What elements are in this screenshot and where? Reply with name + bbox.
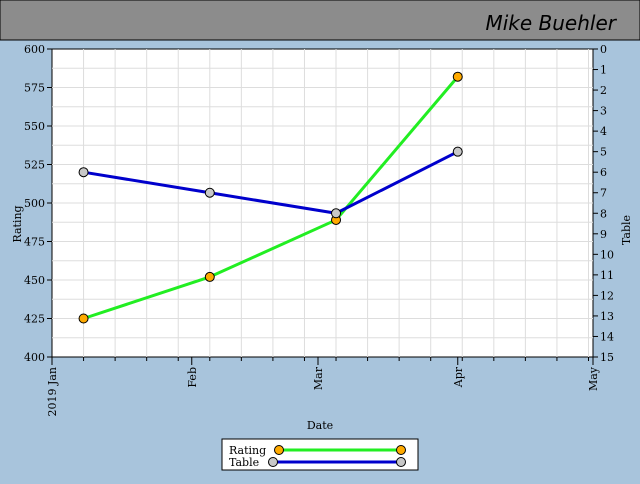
data-point-rating bbox=[452, 71, 463, 82]
legend-marker-rating bbox=[274, 445, 284, 455]
y-tick-label: 575 bbox=[24, 82, 45, 95]
data-point-table bbox=[452, 146, 463, 157]
x-tick-label: Feb bbox=[186, 367, 199, 388]
y-tick-label: 600 bbox=[24, 43, 45, 56]
x-tick-label: May bbox=[587, 366, 600, 391]
legend: Rating Table bbox=[221, 438, 419, 471]
y2-tick-label: 12 bbox=[600, 289, 614, 302]
y2-tick-label: 13 bbox=[600, 310, 614, 323]
y-tick-label: 400 bbox=[24, 351, 45, 364]
series-line-rating bbox=[83, 75, 459, 320]
data-point-table bbox=[78, 167, 89, 178]
y2-tick-label: 4 bbox=[600, 125, 607, 138]
y-tick-label: 500 bbox=[24, 197, 45, 210]
legend-marker-table bbox=[268, 457, 278, 467]
x-axis-label: Date bbox=[307, 419, 333, 432]
y-tick-label: 475 bbox=[24, 236, 45, 249]
data-point-table bbox=[204, 187, 215, 198]
y2-tick-label: 10 bbox=[600, 248, 614, 261]
y-tick-label: 550 bbox=[24, 120, 45, 133]
y2-tick-label: 8 bbox=[600, 207, 607, 220]
y2-tick-label: 14 bbox=[600, 330, 614, 343]
y-axis-label: Rating bbox=[11, 205, 24, 242]
y2-axis-label: Table bbox=[620, 215, 633, 245]
y2-tick-label: 0 bbox=[600, 43, 607, 56]
y2-tick-label: 2 bbox=[600, 84, 607, 97]
y-tick-label: 450 bbox=[24, 274, 45, 287]
legend-marker-table bbox=[396, 457, 406, 467]
y2-tick-label: 1 bbox=[600, 64, 607, 77]
x-tick-label: 2019 Jan bbox=[46, 367, 59, 417]
y2-tick-label: 9 bbox=[600, 228, 607, 241]
y2-tick-label: 7 bbox=[600, 187, 607, 200]
legend-box bbox=[221, 438, 419, 471]
x-tick-label: Mar bbox=[312, 366, 325, 390]
y2-tick-label: 6 bbox=[600, 166, 607, 179]
y2-tick-label: 15 bbox=[600, 351, 614, 364]
legend-marker-rating bbox=[396, 445, 406, 455]
legend-label-rating: Rating bbox=[229, 444, 266, 457]
data-point-table bbox=[331, 208, 342, 219]
y2-tick-label: 5 bbox=[600, 146, 607, 159]
series-line-table bbox=[83, 150, 459, 215]
series-lines bbox=[83, 75, 459, 320]
y-tick-label: 525 bbox=[24, 159, 45, 172]
y-tick-label: 425 bbox=[24, 313, 45, 326]
data-point-rating bbox=[204, 271, 215, 282]
data-point-rating bbox=[78, 313, 89, 324]
series-points bbox=[78, 71, 463, 324]
legend-label-table: Table bbox=[229, 456, 259, 469]
grid-lines bbox=[52, 49, 593, 357]
y2-tick-label: 3 bbox=[600, 105, 607, 118]
player-name: Mike Buehler bbox=[485, 11, 617, 35]
x-tick-label: Apr bbox=[452, 366, 465, 388]
y2-tick-label: 11 bbox=[600, 269, 614, 282]
header-bar bbox=[0, 0, 640, 41]
